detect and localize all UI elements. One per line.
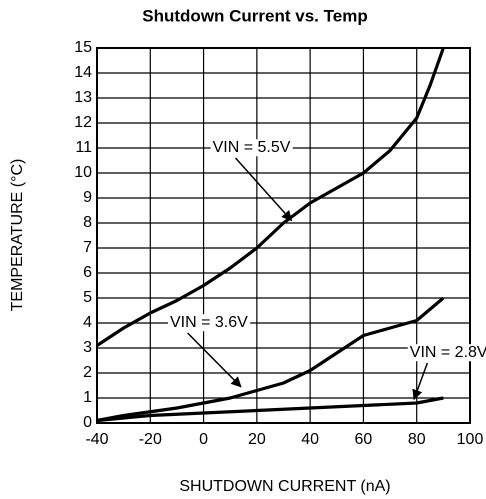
annotation-arrow xyxy=(412,362,429,401)
x-tick-label: 60 xyxy=(355,431,373,448)
y-tick-label: 4 xyxy=(83,314,92,331)
series-label: VIN = 3.6V xyxy=(170,314,248,331)
x-axis-label: SHUTDOWN CURRENT (nA) xyxy=(179,478,390,495)
x-tick-label: 20 xyxy=(248,431,266,448)
label-bg xyxy=(407,344,486,362)
y-tick-label: 7 xyxy=(83,239,92,256)
y-tick-label: 14 xyxy=(74,64,92,81)
y-tick-label: 1 xyxy=(83,389,92,406)
annotation-arrow xyxy=(187,332,242,388)
y-tick-label: 6 xyxy=(83,264,92,281)
series-line xyxy=(96,396,444,423)
series-label: VIN = 5.5V xyxy=(213,139,291,156)
series-line xyxy=(96,47,445,347)
x-tick-label: 40 xyxy=(301,431,319,448)
y-tick-label: 3 xyxy=(83,339,92,356)
y-tick-label: 13 xyxy=(74,89,92,106)
y-tick-label: 8 xyxy=(83,214,92,231)
y-tick-label: 2 xyxy=(83,364,92,381)
y-axis-label: TEMPERATURE (°C) xyxy=(9,159,26,312)
x-tick-label: 0 xyxy=(199,431,208,448)
y-tick-label: 15 xyxy=(74,39,92,56)
x-tick-label: 100 xyxy=(457,431,484,448)
y-tick-label: 10 xyxy=(74,164,92,181)
series-label: VIN = 2.8V xyxy=(410,344,486,361)
plot-border xyxy=(96,47,471,424)
series-line xyxy=(96,296,445,423)
x-tick-label: -40 xyxy=(85,431,108,448)
x-tick-label: 80 xyxy=(408,431,426,448)
annotation-arrow xyxy=(234,157,293,222)
x-tick-label: -20 xyxy=(139,431,162,448)
y-tick-label: 0 xyxy=(83,414,92,431)
y-tick-label: 11 xyxy=(75,139,92,156)
label-bg xyxy=(210,139,293,157)
y-tick-label: 5 xyxy=(83,289,92,306)
chart-title: Shutdown Current vs. Temp xyxy=(142,6,367,25)
label-bg xyxy=(167,314,251,332)
y-tick-label: 12 xyxy=(74,114,92,131)
y-tick-label: 9 xyxy=(83,189,92,206)
